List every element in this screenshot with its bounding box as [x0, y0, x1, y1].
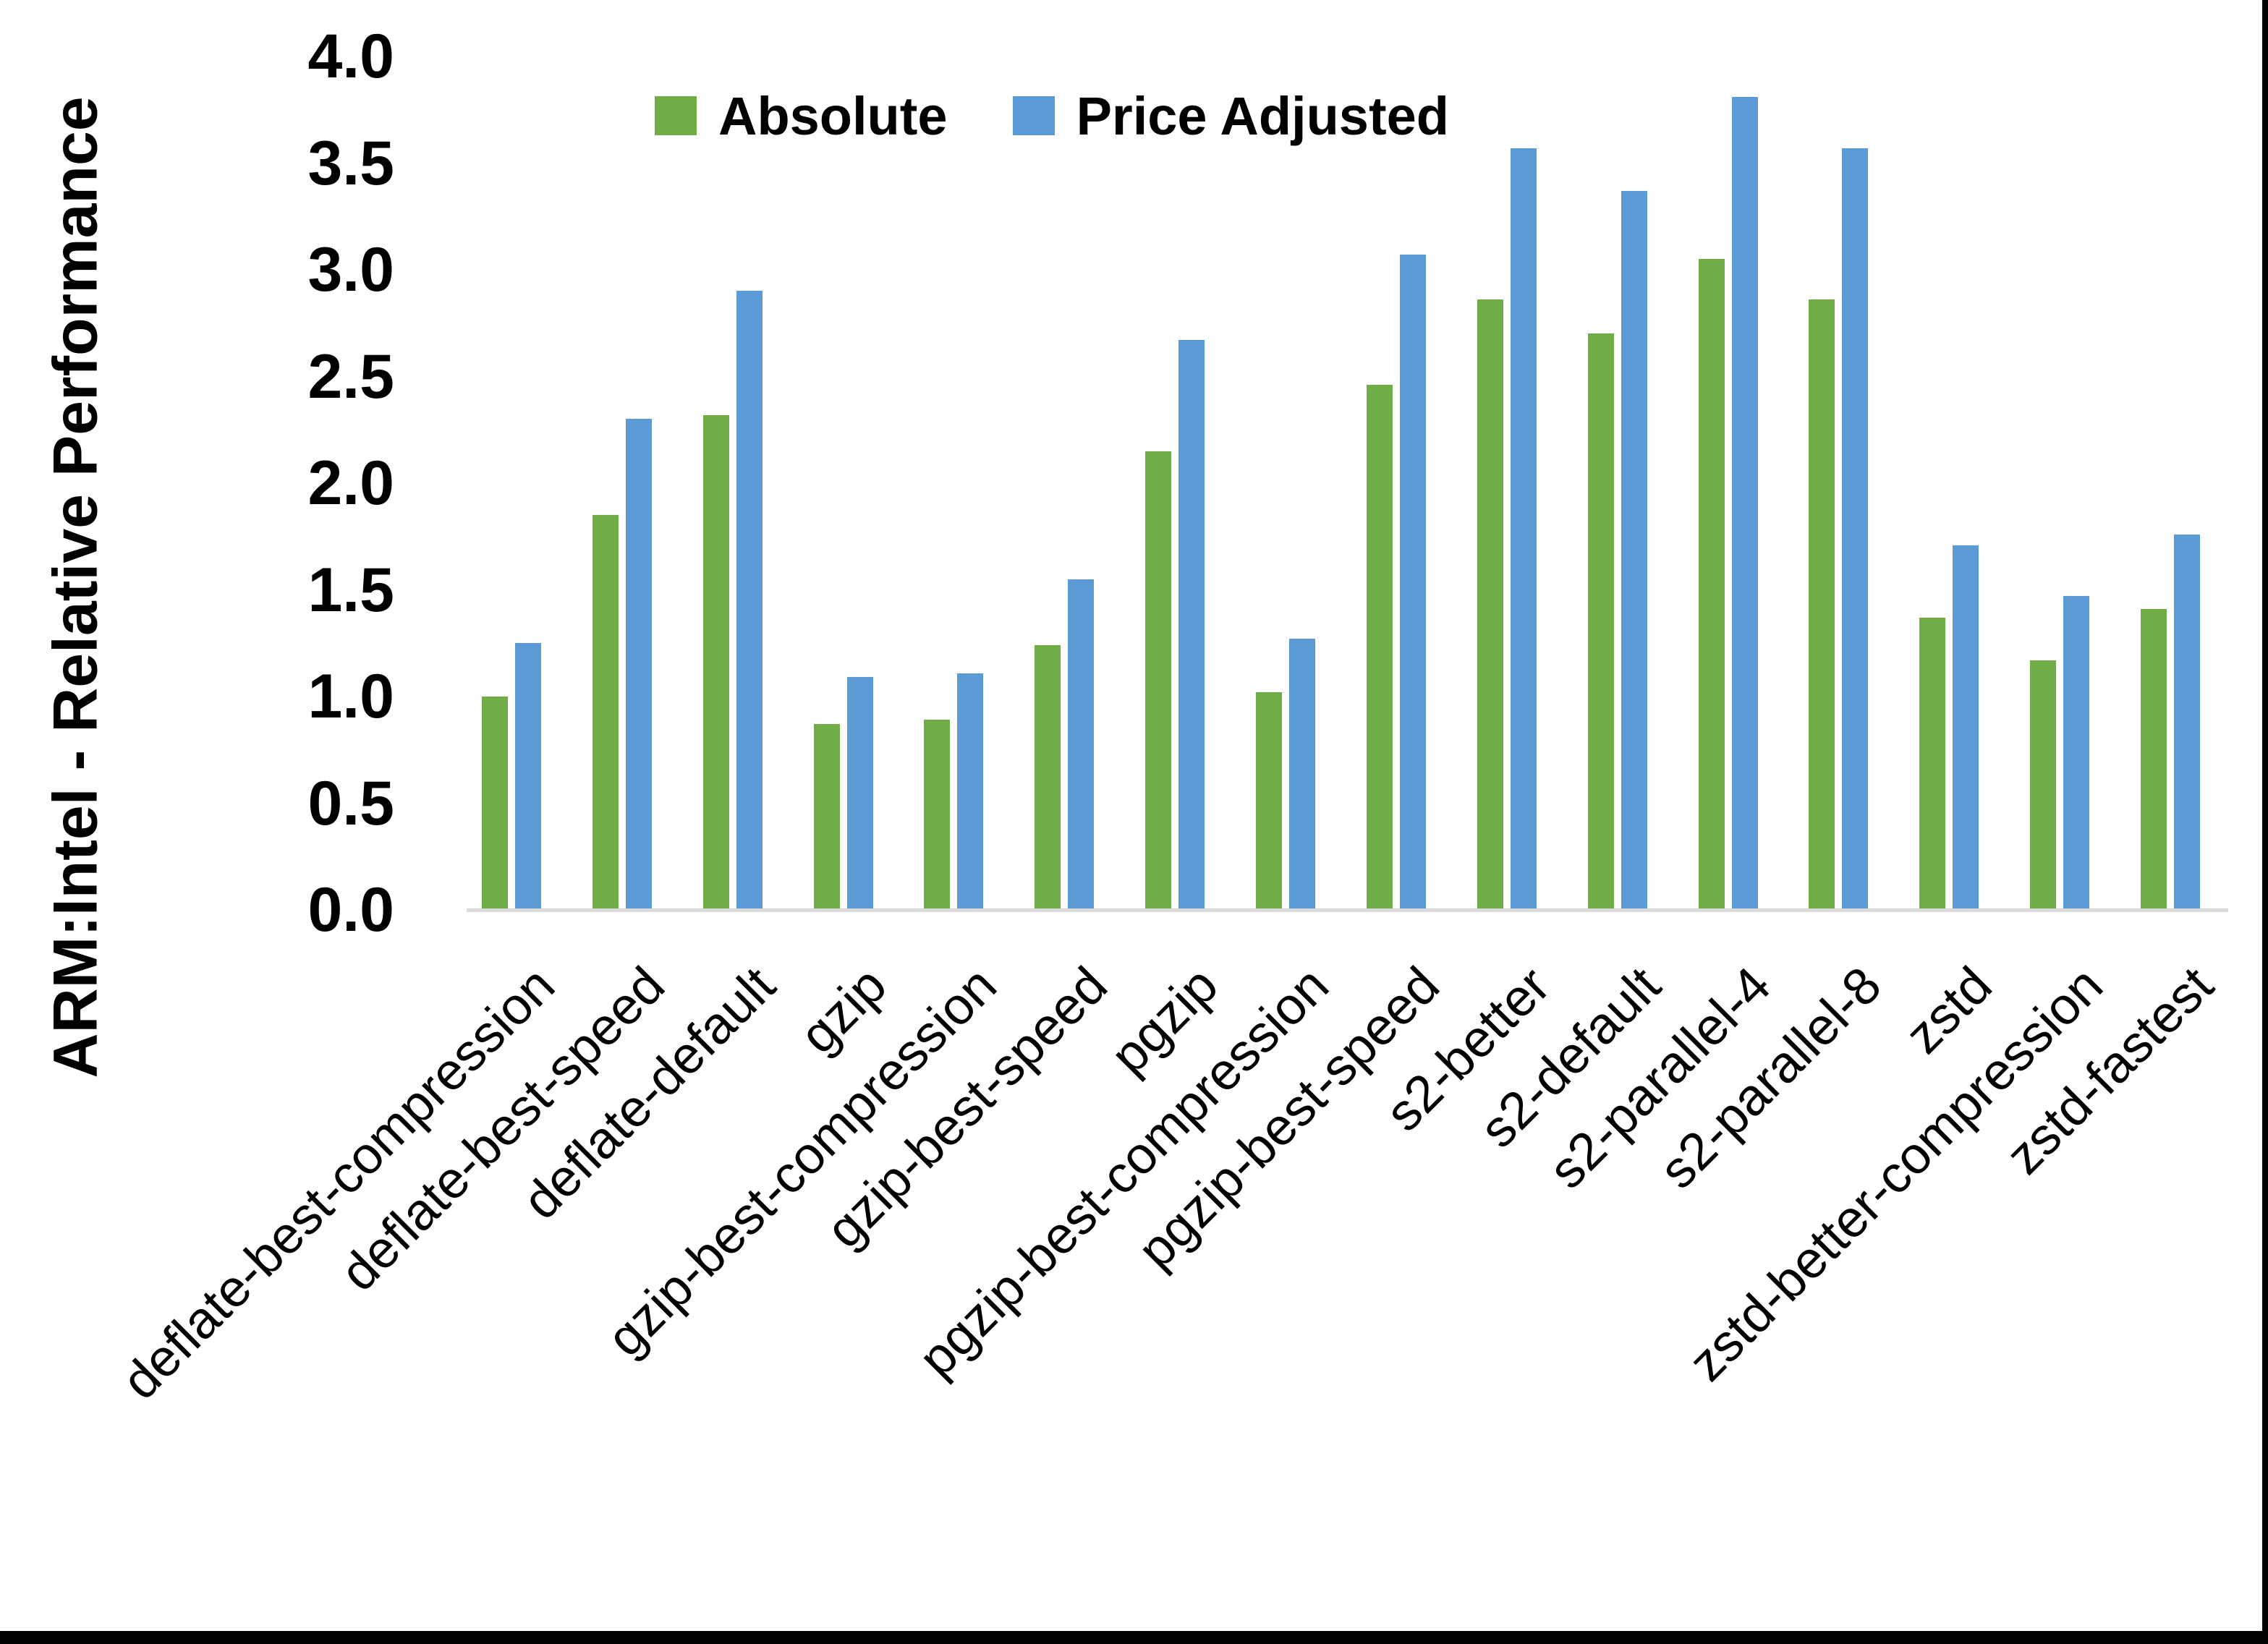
bar-price-adjusted-gzip-best-compression: [957, 673, 984, 910]
bar-price-adjusted-gzip: [846, 677, 873, 910]
bar-absolute-deflate-best-compression: [482, 697, 508, 910]
bar-price-adjusted-s2-parallel-8: [1842, 148, 1869, 910]
y-axis-title: ARM:Intel - Relative Performance: [41, 96, 111, 1078]
x-tick-label-deflate-best-compression: deflate-best-compression: [111, 956, 566, 1411]
bar-absolute-pgzip-best-compression: [1256, 692, 1283, 910]
y-tick-label-3.5: 3.5: [307, 128, 394, 198]
bar-price-adjusted-pgzip-best-speed: [1399, 255, 1426, 910]
legend: Absolute Price Adjusted: [655, 80, 1449, 152]
bar-absolute-gzip-best-compression: [924, 720, 951, 910]
x-axis-line: [467, 908, 2228, 912]
bar-absolute-zstd-fastest: [2141, 609, 2167, 910]
bar-price-adjusted-pgzip: [1178, 340, 1205, 910]
bar-absolute-s2-better: [1477, 299, 1503, 910]
bar-price-adjusted-deflate-default: [736, 291, 763, 910]
legend-swatch-price-adjusted: [1012, 96, 1055, 135]
bar-absolute-zstd: [1919, 618, 1946, 910]
bar-price-adjusted-s2-better: [1510, 148, 1537, 910]
y-tick-label-3.0: 3.0: [307, 235, 394, 304]
y-tick-label-4.0: 4.0: [307, 22, 394, 91]
bar-absolute-deflate-default: [702, 415, 729, 910]
y-tick-label-0.0: 0.0: [307, 875, 394, 945]
y-tick-label-1.5: 1.5: [307, 555, 394, 625]
bar-price-adjusted-zstd-fastest: [2174, 534, 2201, 910]
bar-absolute-zstd-better-compression: [2030, 660, 2057, 910]
legend-label-absolute: Absolute: [718, 85, 948, 146]
y-tick-label-0.5: 0.5: [307, 768, 394, 838]
y-tick-label-1.0: 1.0: [307, 662, 394, 731]
bar-absolute-gzip-best-speed: [1035, 645, 1061, 910]
legend-swatch-absolute: [655, 96, 697, 135]
bar-price-adjusted-pgzip-best-compression: [1289, 639, 1316, 910]
y-tick-label-2.5: 2.5: [307, 341, 394, 412]
window-border-bottom: [0, 1631, 2268, 1644]
bar-price-adjusted-deflate-best-speed: [625, 419, 652, 910]
bar-price-adjusted-gzip-best-speed: [1068, 579, 1095, 910]
bar-absolute-pgzip: [1145, 451, 1172, 910]
bar-price-adjusted-zstd: [1953, 545, 1979, 910]
window-border-right: [2262, 0, 2268, 1644]
bar-absolute-s2-default: [1587, 333, 1614, 910]
bar-absolute-gzip: [813, 724, 840, 910]
y-tick-label-2.0: 2.0: [307, 448, 394, 518]
bar-absolute-pgzip-best-speed: [1366, 385, 1393, 910]
bar-absolute-s2-parallel-4: [1698, 259, 1725, 910]
bar-absolute-s2-parallel-8: [1809, 299, 1835, 910]
bar-price-adjusted-s2-default: [1621, 191, 1647, 910]
legend-label-price-adjusted: Price Adjusted: [1076, 85, 1449, 146]
bar-absolute-deflate-best-speed: [592, 515, 619, 910]
bar-price-adjusted-zstd-better-compression: [2063, 596, 2090, 910]
bar-price-adjusted-s2-parallel-4: [1731, 97, 1758, 910]
bar-price-adjusted-deflate-best-compression: [515, 643, 541, 910]
